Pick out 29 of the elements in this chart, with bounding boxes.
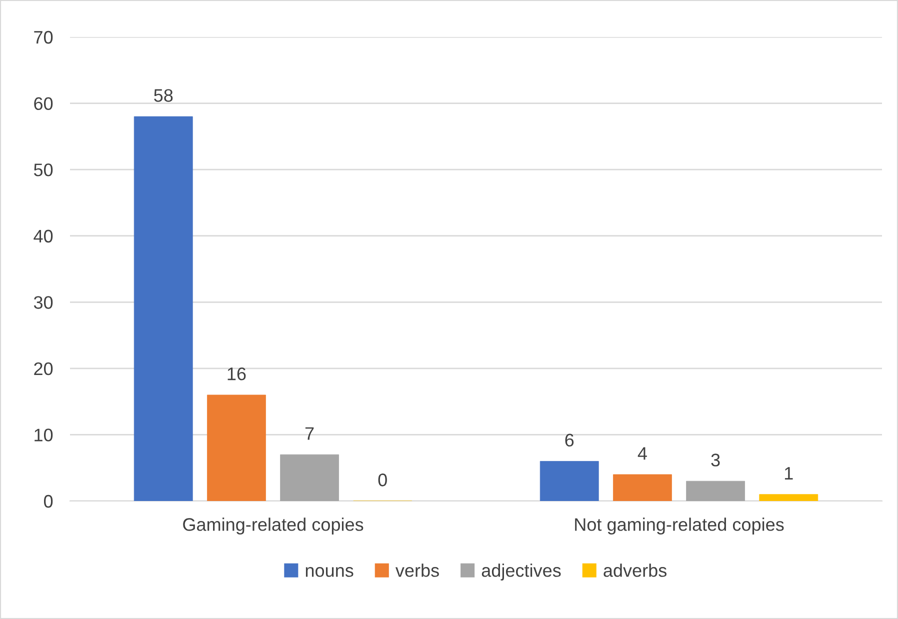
bar xyxy=(686,480,745,501)
data-label: 1 xyxy=(784,467,793,480)
bar xyxy=(280,454,339,501)
y-tick-label: 70 xyxy=(34,30,53,44)
legend-label: nouns xyxy=(306,567,354,577)
y-tick-label: 50 xyxy=(34,164,53,176)
x-tick-label: Gaming-related copies xyxy=(183,518,364,534)
data-label: 0 xyxy=(378,474,387,486)
data-label: 58 xyxy=(154,89,173,102)
data-label: 16 xyxy=(228,367,246,380)
data-label: 7 xyxy=(305,427,314,440)
bar xyxy=(759,494,818,501)
x-tick-label: Not gaming-related copies xyxy=(575,518,784,534)
data-label: 3 xyxy=(711,454,720,466)
y-tick-label: 10 xyxy=(34,428,53,442)
y-tick-label: 40 xyxy=(34,230,53,243)
y-tick-label: 20 xyxy=(34,362,53,376)
bar xyxy=(134,116,193,501)
legend-label: adjectives xyxy=(482,564,561,580)
bar xyxy=(540,461,599,501)
legend-label: verbs xyxy=(395,564,439,577)
data-label: 4 xyxy=(638,447,647,460)
data-label: 6 xyxy=(565,434,574,447)
bar xyxy=(207,394,266,501)
y-tick-label: 0 xyxy=(44,494,53,508)
bar xyxy=(613,474,672,501)
y-tick-label: 30 xyxy=(34,296,53,309)
y-tick-label: 60 xyxy=(34,97,53,110)
legend-label: adverbs xyxy=(604,564,666,577)
